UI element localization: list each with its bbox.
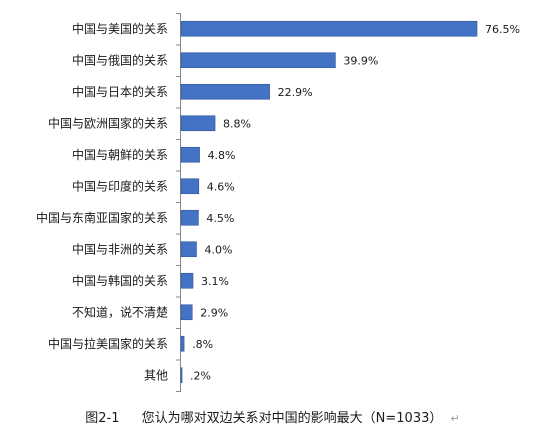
bar	[180, 209, 199, 226]
category-label: 中国与朝鲜的关系	[72, 147, 168, 162]
value-label: 2.9%	[200, 306, 228, 319]
value-label: 3.1%	[201, 275, 229, 288]
category-label: 其他	[144, 368, 168, 382]
paragraph-mark-icon: ↵	[450, 412, 460, 425]
bar	[180, 146, 200, 163]
y-axis-ticks	[176, 13, 181, 392]
figure-caption: 图2-1 您认为哪对双边关系对中国的影响最大（N=1033） ↵	[0, 407, 545, 426]
bar	[180, 304, 193, 321]
bar	[180, 20, 478, 37]
value-label: .8%	[192, 338, 213, 351]
category-label: 中国与印度的关系	[72, 178, 168, 193]
value-label: 39.9%	[343, 54, 378, 67]
value-label: 76.5%	[485, 23, 520, 36]
bar	[180, 367, 183, 384]
bars	[180, 20, 478, 384]
value-label: 4.6%	[207, 180, 235, 193]
value-label: .2%	[190, 369, 211, 382]
bar	[180, 272, 194, 289]
category-label: 中国与日本的关系	[72, 84, 168, 99]
category-label: 中国与俄国的关系	[72, 52, 168, 67]
value-label: 22.9%	[278, 86, 313, 99]
bar	[180, 52, 336, 69]
bar	[180, 83, 270, 100]
bar	[180, 241, 197, 258]
category-label: 中国与非洲的关系	[72, 241, 168, 256]
caption-text: 您认为哪对双边关系对中国的影响最大（N=1033）	[141, 411, 443, 426]
category-labels: 中国与美国的关系中国与俄国的关系中国与日本的关系中国与欧洲国家的关系中国与朝鲜的…	[36, 21, 168, 383]
bar	[180, 335, 185, 352]
figure-number: 图2-1	[85, 411, 120, 426]
value-labels: 76.5% 39.9% 22.9% 8.8% 4.8% 4.6% 4.5% 4.0% 3.1% 2…	[190, 23, 520, 383]
bar	[180, 178, 200, 195]
category-label: 中国与韩国的关系	[72, 273, 168, 288]
value-label: 4.0%	[204, 243, 232, 256]
category-label: 中国与拉美国家的关系	[48, 336, 168, 351]
value-label: 8.8%	[223, 117, 251, 130]
value-label: 4.8%	[208, 149, 236, 162]
bar	[180, 115, 216, 132]
category-label: 中国与美国的关系	[72, 21, 168, 36]
category-label: 中国与欧洲国家的关系	[48, 115, 168, 130]
value-label: 4.5%	[206, 212, 234, 225]
category-label: 中国与东南亚国家的关系	[36, 210, 168, 225]
category-label: 不知道，说不清楚	[72, 304, 168, 319]
